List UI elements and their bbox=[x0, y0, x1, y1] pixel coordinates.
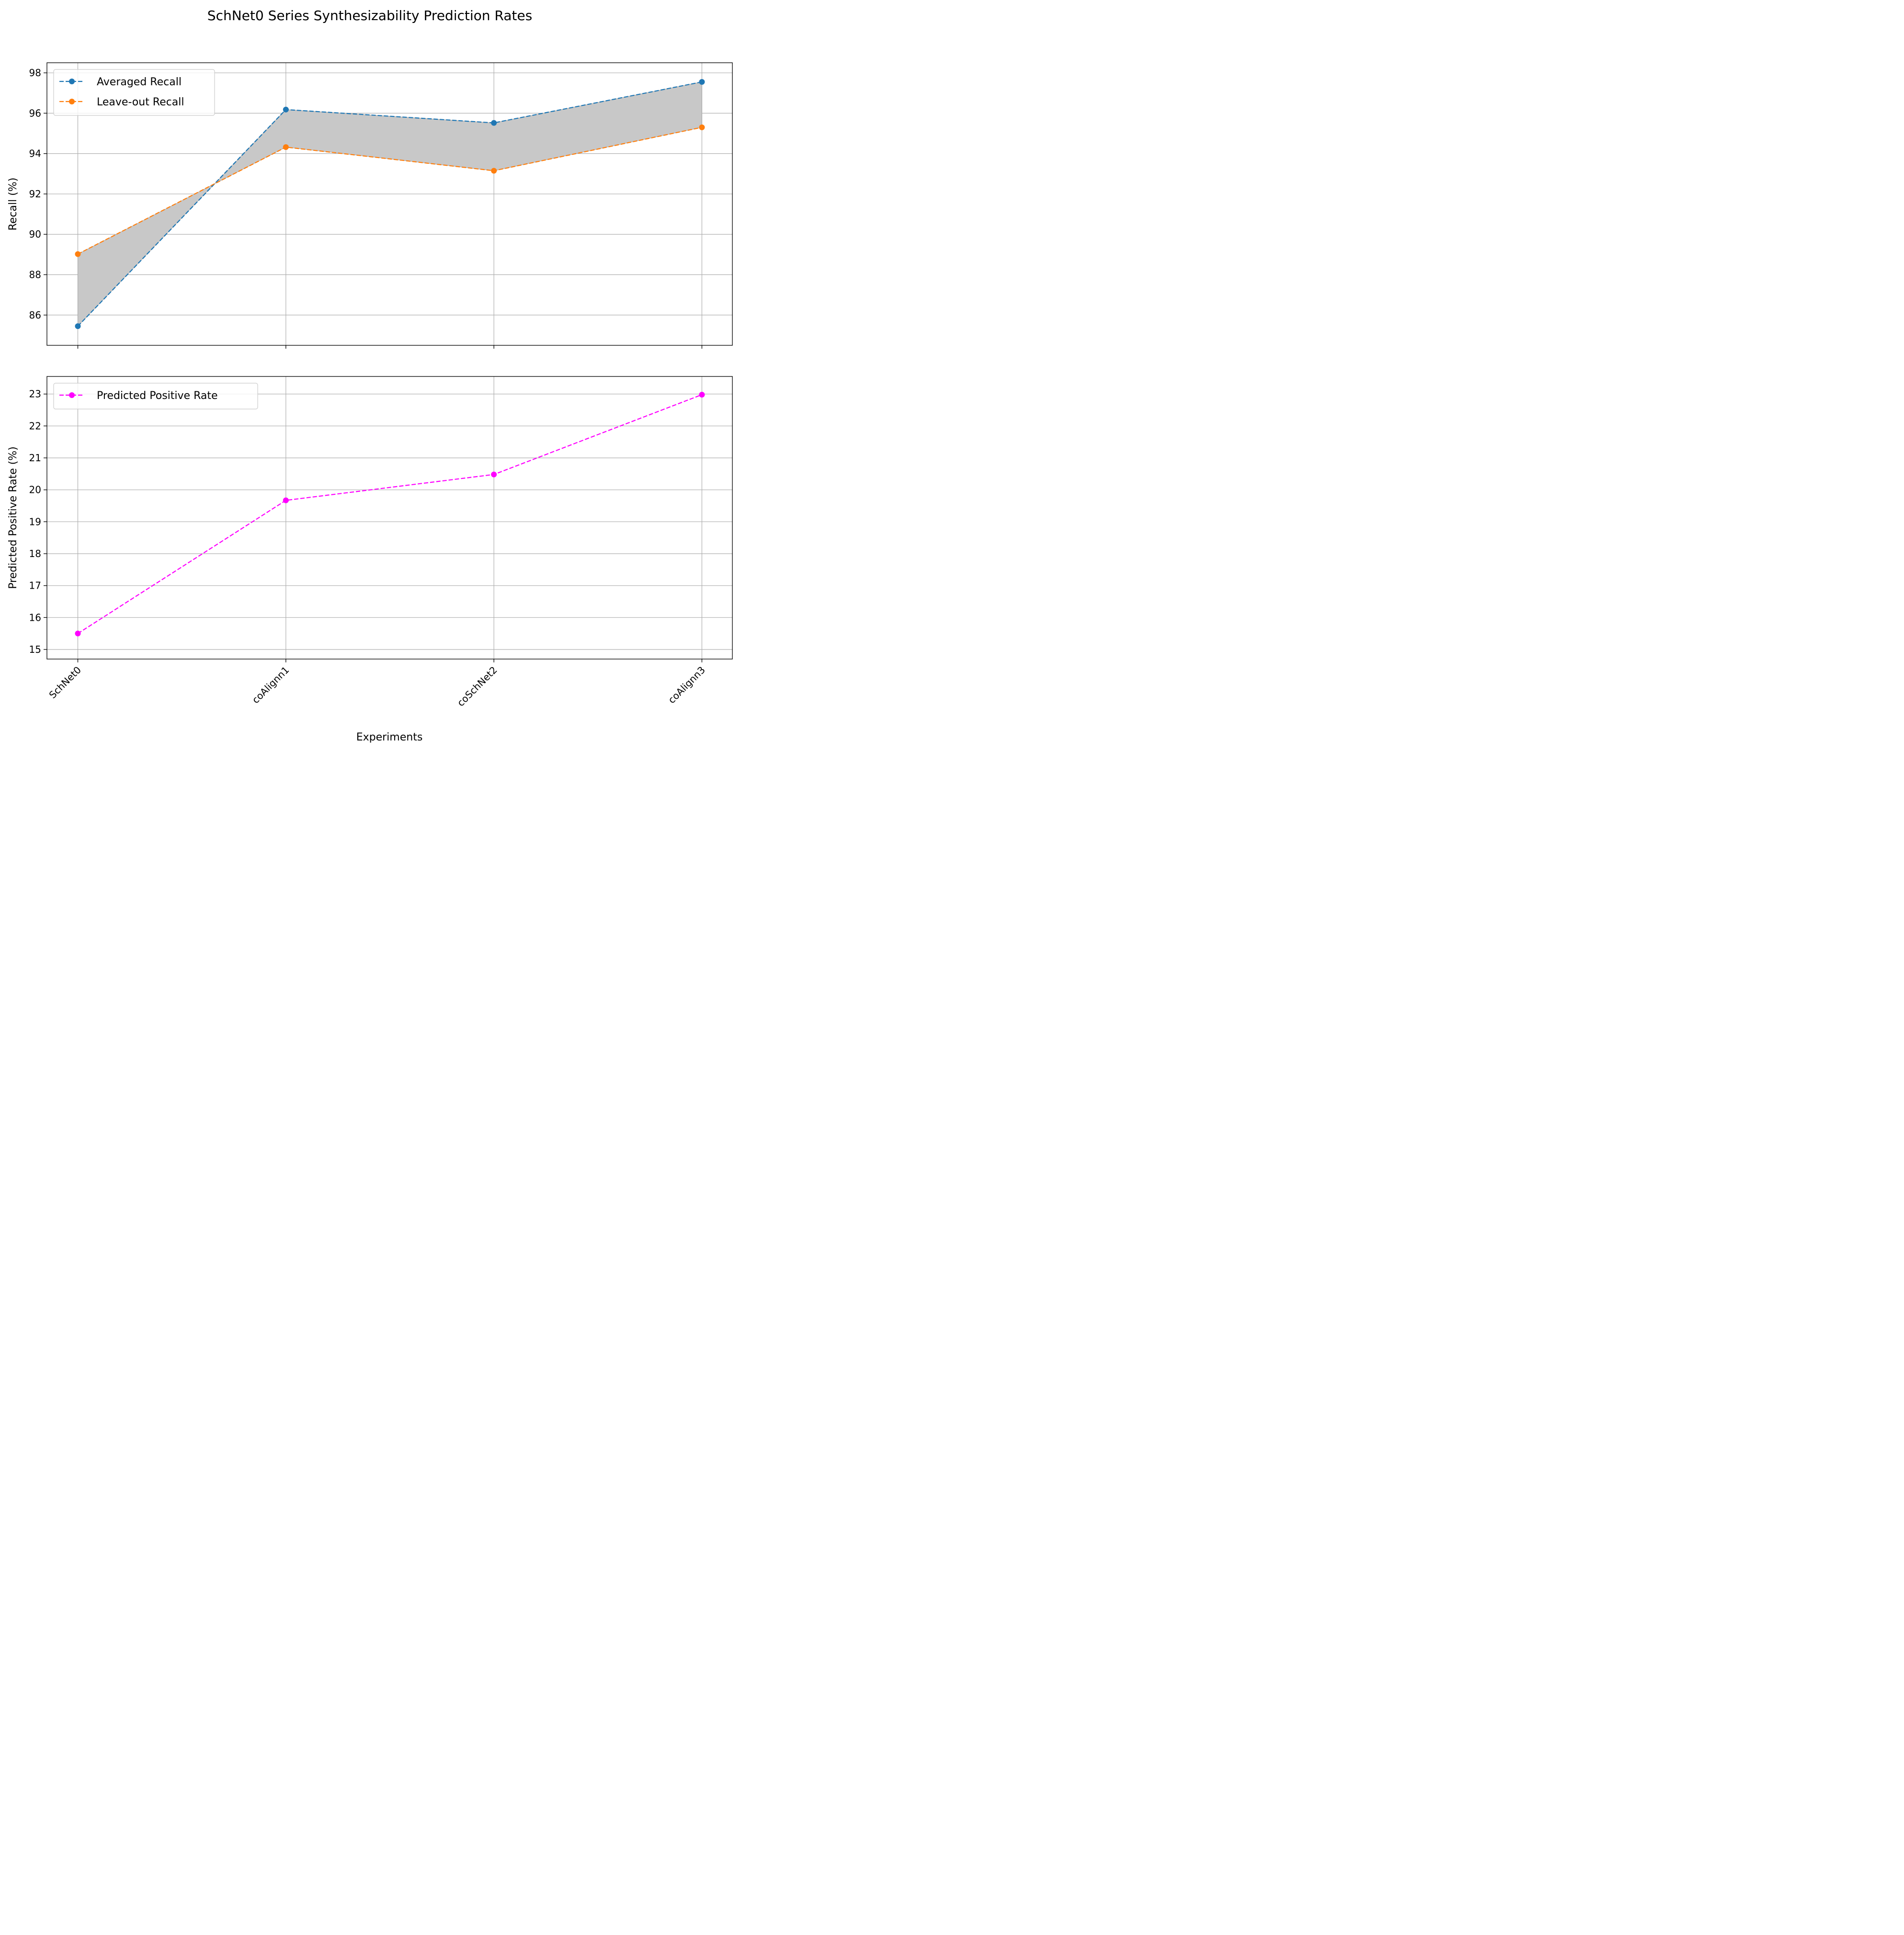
averaged-recall-line bbox=[77, 81, 702, 327]
y-tick-label: 86 bbox=[29, 309, 41, 321]
chart-title: SchNet0 Series Synthesizability Predicti… bbox=[207, 8, 532, 23]
y-tick-label: 17 bbox=[29, 580, 41, 592]
y-tick-label: 15 bbox=[29, 644, 41, 655]
y-tick-label: 20 bbox=[29, 484, 41, 496]
leave-out-recall-point bbox=[75, 251, 81, 257]
leave-out-recall-point bbox=[699, 124, 705, 130]
positive-rate-subplot: 15 16 17 18 19 20 21 22 23 SchNet0 coAlignn1 coSchN… bbox=[7, 376, 733, 709]
averaged-recall-point bbox=[75, 323, 81, 329]
y-tick-label: 22 bbox=[29, 420, 41, 432]
y-tick-label: 16 bbox=[29, 612, 41, 623]
x-tick-label: coAlignn3 bbox=[666, 664, 707, 706]
averaged-recall-point bbox=[283, 106, 289, 113]
y-tick-label: 23 bbox=[29, 388, 41, 400]
legend-label: Averaged Recall bbox=[97, 76, 182, 88]
y-tick-label: 92 bbox=[29, 188, 41, 200]
legend-label: Predicted Positive Rate bbox=[97, 390, 218, 402]
x-tick-label: coAlignn1 bbox=[250, 664, 291, 706]
y-axis-label: Recall (%) bbox=[7, 178, 19, 231]
y-tick-label: 19 bbox=[29, 516, 41, 527]
predicted-positive-rate-line bbox=[77, 394, 702, 634]
y-tick-label: 98 bbox=[29, 67, 41, 79]
y-tick-label: 94 bbox=[29, 148, 41, 159]
legend-label: Leave-out Recall bbox=[97, 96, 184, 108]
leave-out-recall-line bbox=[77, 126, 702, 255]
predicted-positive-rate-point bbox=[283, 497, 289, 503]
averaged-recall-legend-marker bbox=[69, 79, 75, 84]
averaged-recall-point bbox=[699, 79, 705, 85]
legend: Predicted Positive Rate bbox=[53, 383, 258, 410]
axes-frame bbox=[46, 62, 733, 346]
fill-between-area bbox=[78, 81, 702, 327]
y-axis-label: Predicted Positive Rate (%) bbox=[7, 446, 19, 589]
predicted-positive-rate-point bbox=[491, 471, 497, 478]
y-tick-label: 21 bbox=[29, 452, 41, 464]
predicted-positive-rate-point bbox=[699, 392, 705, 398]
y-tick-label: 96 bbox=[29, 107, 41, 119]
x-axis-label: Experiments bbox=[356, 731, 423, 743]
legend-box bbox=[53, 383, 258, 410]
axes-frame bbox=[46, 376, 733, 660]
x-tick-label: coSchNet2 bbox=[455, 664, 500, 709]
chart-figure: SchNet0 Series Synthesizability Predicti… bbox=[7, 8, 733, 743]
predicted-positive-rate-legend-marker bbox=[69, 392, 75, 398]
averaged-recall-point bbox=[491, 120, 497, 126]
leave-out-recall-point bbox=[283, 144, 289, 150]
y-tick-label: 18 bbox=[29, 548, 41, 559]
y-tick-label: 88 bbox=[29, 269, 41, 281]
legend: Averaged Recall Leave-out Recall bbox=[53, 69, 215, 116]
x-tick-label: SchNet0 bbox=[47, 664, 84, 701]
predicted-positive-rate-point bbox=[75, 630, 81, 637]
leave-out-recall-point bbox=[491, 168, 497, 174]
y-tick-label: 90 bbox=[29, 228, 41, 240]
legend-box bbox=[53, 69, 215, 116]
recall-subplot: 86 88 90 92 94 96 98 Recall (%) Averaged Recall L… bbox=[7, 62, 733, 349]
leave-out-recall-legend-marker bbox=[69, 99, 75, 104]
